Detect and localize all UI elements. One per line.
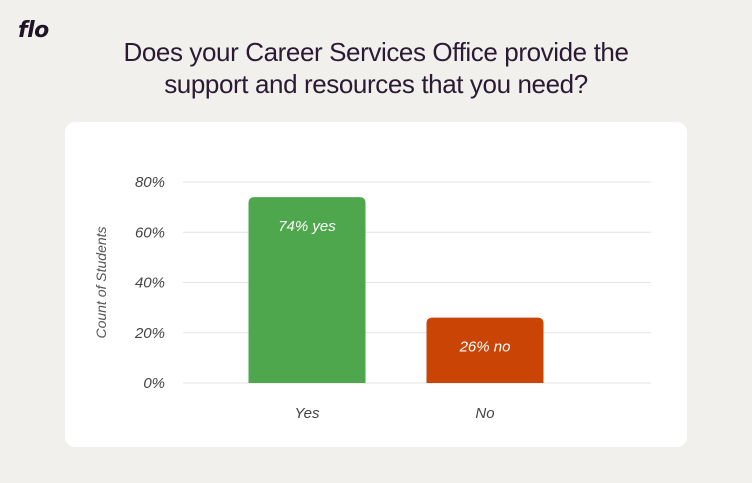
x-tick-label: Yes [294,405,320,422]
data-label: 74% yes [278,218,336,235]
y-tick-label: 0% [143,375,165,392]
bar-no [426,317,544,383]
y-tick-label: 40% [135,275,165,292]
title-line-2: support and resources that you need? [164,69,588,99]
x-tick-label: No [475,405,494,422]
y-axis-label: Count of Students [93,226,109,338]
y-tick-label: 60% [135,224,165,241]
title-line-1: Does your Career Services Office provide… [123,37,629,67]
brand-logo: flo [18,18,49,43]
bar-chart: 0% 20% 40% 60% 80% Count of Students 74% yes Ye… [93,174,651,422]
data-label: 26% no [459,339,511,356]
page-title: Does your Career Services Office provide… [0,36,752,100]
y-tick-label: 20% [134,325,165,342]
chart-card: 0% 20% 40% 60% 80% Count of Students 74% yes Ye… [65,122,687,447]
y-tick-label: 80% [135,174,165,191]
bar-yes [248,197,366,383]
